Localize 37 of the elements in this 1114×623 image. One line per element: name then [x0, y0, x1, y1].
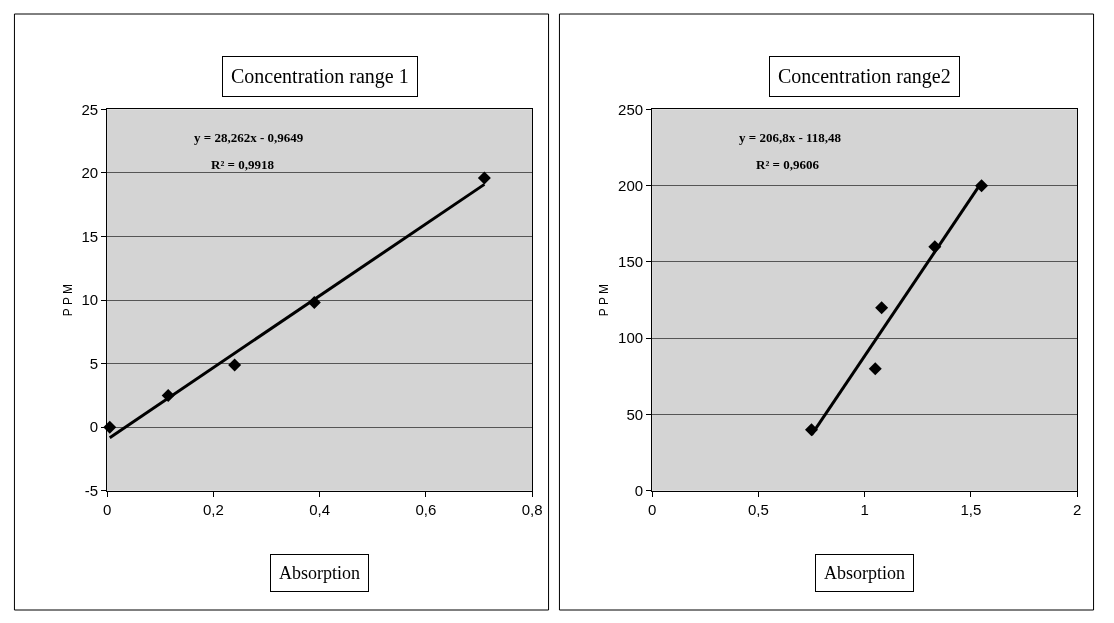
x-tick-label: 1	[860, 500, 869, 518]
y-tick-label: 0	[89, 418, 99, 436]
point	[477, 171, 491, 185]
y-tick-label: -5	[84, 482, 99, 500]
annotation: R² = 0,9606	[756, 157, 820, 172]
x-tick-label: 0,4	[309, 500, 331, 518]
annotation: y = 28,262x - 0,9649	[194, 130, 304, 145]
point	[875, 301, 889, 315]
x-axis-title: Absorption	[824, 563, 905, 583]
x-tick-label: 0	[102, 500, 112, 518]
y-tick-label: 0	[634, 482, 644, 500]
y-tick-label: 50	[626, 405, 644, 423]
y-tick-label: 10	[81, 291, 99, 309]
y-tick-label: 100	[618, 329, 644, 347]
x-tick-label: 0,8	[521, 500, 543, 518]
y-tick-label: 200	[618, 176, 644, 194]
y-tick-label: 25	[81, 100, 99, 118]
x-tick-label: 1,5	[960, 500, 982, 518]
y-tick-label: 5	[89, 354, 99, 372]
y-tick-label: 250	[618, 100, 644, 118]
x-tick-label: 0,2	[202, 500, 224, 518]
x-tick-label: 2	[1073, 500, 1082, 518]
y-axis-title: P P M	[597, 283, 612, 317]
x-tick-label: 0,6	[415, 500, 437, 518]
annotation: y = 206,8x - 118,48	[739, 130, 842, 145]
annotation: R² = 0,9918	[211, 157, 275, 172]
y-axis-title: P P M	[60, 283, 75, 317]
chart-title: Concentration range 1	[231, 65, 409, 88]
chart-title: Concentration range2	[778, 65, 951, 88]
point	[868, 362, 882, 376]
y-tick-label: 15	[81, 227, 99, 245]
point	[228, 358, 242, 372]
y-tick-label: 150	[618, 253, 644, 271]
x-tick-label: 0	[647, 500, 657, 518]
y-tick-label: 20	[81, 164, 99, 182]
x-axis-title: Absorption	[279, 563, 360, 583]
x-tick-label: 0,5	[747, 500, 769, 518]
